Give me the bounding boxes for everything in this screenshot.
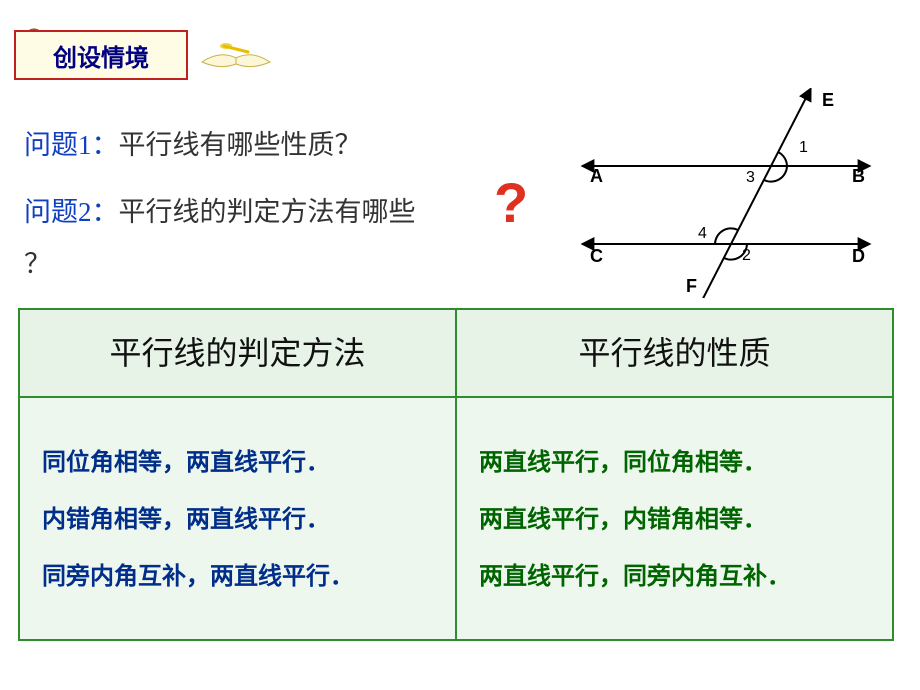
table-row: 两直线平行，内错角相等． bbox=[479, 499, 878, 534]
table-header: 平行线的判定方法 平行线的性质 bbox=[20, 310, 892, 398]
table-body: 同位角相等，两直线平行． 内错角相等，两直线平行． 同旁内角互补，两直线平行． … bbox=[20, 398, 892, 639]
label-B: B bbox=[852, 166, 865, 186]
comparison-table: 平行线的判定方法 平行线的性质 同位角相等，两直线平行． 内错角相等，两直线平行… bbox=[18, 308, 894, 641]
table-row: 内错角相等，两直线平行． bbox=[42, 499, 441, 534]
angle-4: 4 bbox=[698, 225, 707, 242]
angle-1: 1 bbox=[799, 139, 808, 156]
question-1: 问题1：平行线有哪些性质？ bbox=[24, 120, 416, 171]
label-F: F bbox=[686, 276, 697, 296]
angle-3: 3 bbox=[746, 169, 755, 186]
th-right: 平行线的性质 bbox=[457, 310, 892, 396]
question-block: 问题1：平行线有哪些性质？ 问题2：平行线的判定方法有哪些 ？ bbox=[24, 120, 416, 290]
table-row: 同位角相等，两直线平行． bbox=[42, 442, 441, 477]
big-question-mark: ? bbox=[494, 170, 528, 235]
table-row: 同旁内角互补，两直线平行． bbox=[42, 556, 441, 591]
q1-label: 问题1： bbox=[24, 130, 119, 160]
q2-text-b: ？ bbox=[24, 249, 51, 279]
context-badge: 创设情境 bbox=[14, 30, 188, 80]
table-row: 两直线平行，同旁内角互补． bbox=[479, 556, 878, 591]
parallel-lines-diagram: E A B C D F 1 3 4 2 bbox=[566, 88, 886, 298]
label-D: D bbox=[852, 246, 865, 266]
q2-text-a: 平行线的判定方法有哪些 bbox=[119, 197, 416, 227]
col-properties: 两直线平行，同位角相等． 两直线平行，内错角相等． 两直线平行，同旁内角互补． bbox=[457, 398, 892, 639]
book-icon bbox=[196, 28, 276, 76]
question-2: 问题2：平行线的判定方法有哪些 bbox=[24, 187, 416, 238]
label-E: E bbox=[822, 90, 834, 110]
col-criteria: 同位角相等，两直线平行． 内错角相等，两直线平行． 同旁内角互补，两直线平行． bbox=[20, 398, 457, 639]
badge-label: 创设情境 bbox=[53, 38, 149, 73]
angle-2: 2 bbox=[742, 247, 751, 264]
label-A: A bbox=[590, 166, 603, 186]
question-2b: ？ bbox=[24, 239, 416, 290]
label-C: C bbox=[590, 246, 603, 266]
table-row: 两直线平行，同位角相等． bbox=[479, 442, 878, 477]
q2-label: 问题2： bbox=[24, 197, 119, 227]
th-left: 平行线的判定方法 bbox=[20, 310, 457, 396]
q1-text: 平行线有哪些性质？ bbox=[119, 130, 362, 160]
